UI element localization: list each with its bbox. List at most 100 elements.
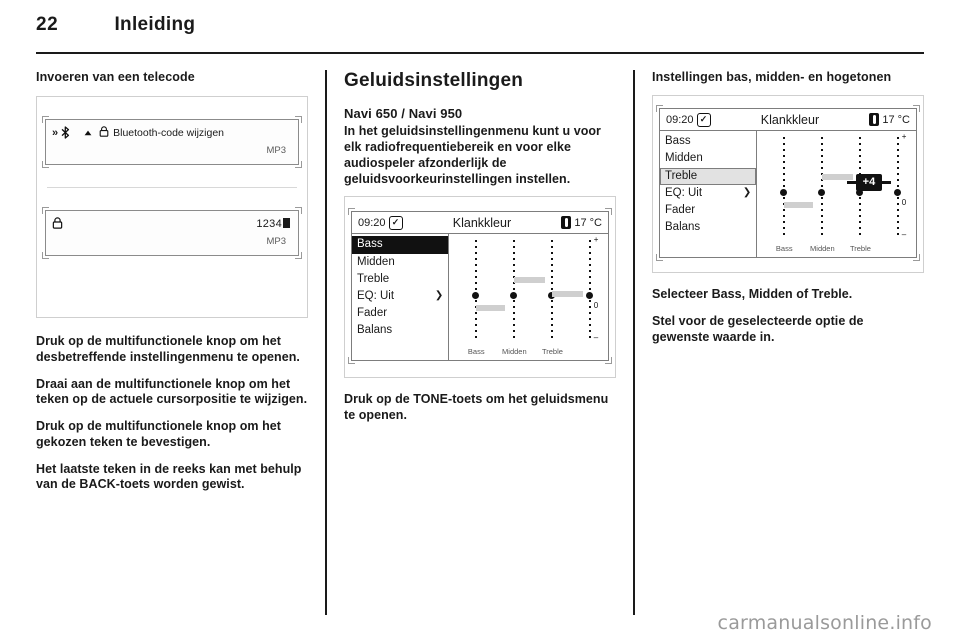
- column-divider-1: [325, 70, 327, 615]
- right-paragraph-2: Stel voor de geselecteerde optie de gewe…: [652, 314, 864, 344]
- slider-knob-scale: [894, 189, 902, 197]
- figure-inner-divider: [47, 187, 297, 188]
- frame-corner-tr: [913, 105, 920, 113]
- left-heading: Invoeren van een telecode: [36, 70, 195, 84]
- left-paragraph-1: Druk op de multifunctionele knop om het …: [36, 334, 300, 364]
- thermometer-icon: [869, 113, 880, 127]
- screen-body: Bass Midden Treble EQ: Uit ❯ Fader Balans: [352, 234, 608, 361]
- equalizer-graph: + 0 – Bass Midden Treble: [449, 234, 608, 360]
- scale-plus-label: +: [593, 235, 599, 245]
- screen-body: Bass Midden Treble EQ: Uit ❯ Fader Balans: [660, 131, 916, 258]
- chevron-right-icon: ❯: [742, 186, 752, 198]
- menu-item-midden[interactable]: Midden: [357, 255, 395, 268]
- slider-dots-scale: [896, 137, 899, 238]
- source-label-bottom: MP3: [266, 236, 286, 247]
- scale-zero-label: 0: [593, 300, 599, 310]
- settings-menu-list: Bass Midden Treble EQ: Uit ❯ Fader Balans: [352, 234, 450, 361]
- slider-bar-bass: [476, 304, 505, 311]
- bluetooth-code-label: Bluetooth-code wijzigen: [113, 127, 225, 139]
- slider-track-bass[interactable]: [780, 137, 788, 238]
- column-divider-2: [633, 70, 635, 615]
- pin-code-value: 1234: [256, 218, 290, 230]
- pin-code-digits: 1234: [256, 218, 282, 230]
- text-cursor: [283, 218, 290, 228]
- clock-icon: ✓: [696, 112, 711, 127]
- screen-title: Klankkleur: [760, 112, 820, 127]
- scale-minus-label: –: [901, 230, 907, 240]
- frame-corner-tr: [605, 208, 612, 216]
- slider-track-midden[interactable]: [510, 240, 518, 341]
- frame-corner-tr: [295, 116, 302, 123]
- axis-label-treble: Treble: [541, 347, 563, 357]
- menu-item-bass[interactable]: Bass: [352, 236, 449, 254]
- menu-item-eq-label: EQ: Uit: [357, 289, 395, 302]
- frame-corner-bl: [656, 254, 663, 262]
- temperature-value: 17 °C: [882, 113, 910, 126]
- arrow-up-icon: [84, 129, 92, 138]
- menu-item-fader[interactable]: Fader: [357, 307, 388, 320]
- source-label-top: MP3: [266, 145, 286, 156]
- lcd-strip-bluetooth-code: »: [42, 116, 302, 168]
- lock-icon: [52, 216, 63, 232]
- slider-dots-midden: [512, 240, 515, 341]
- menu-item-fader[interactable]: Fader: [665, 203, 696, 216]
- menu-item-midden[interactable]: Midden: [665, 152, 703, 165]
- axis-label-bass: Bass: [775, 244, 793, 254]
- treble-value-badge: +4: [846, 173, 891, 191]
- frame-corner-br: [295, 161, 302, 168]
- slider-scale-track: [894, 137, 902, 238]
- middle-heading: Geluidsinstellingen: [344, 70, 524, 91]
- slider-knob-midden[interactable]: [510, 292, 518, 300]
- frame-corner-tl: [348, 208, 355, 216]
- chapter-title: Inleiding: [114, 14, 196, 35]
- frame-corner-br: [295, 252, 302, 259]
- menu-item-balans[interactable]: Balans: [665, 221, 701, 234]
- frame-corner-br: [605, 357, 612, 365]
- slider-knob-treble[interactable]: [856, 189, 864, 197]
- menu-item-bass[interactable]: Bass: [665, 135, 691, 148]
- slider-bar-midden: [822, 174, 853, 181]
- menu-item-treble[interactable]: Treble: [660, 167, 757, 185]
- temperature-area: 17 °C: [869, 113, 910, 127]
- middle-intro-paragraph: In het geluidsinstellingenmenu kunt u vo…: [344, 124, 601, 186]
- menu-item-balans[interactable]: Balans: [357, 324, 393, 337]
- bluetooth-icon: [61, 125, 70, 141]
- slider-knob-bass[interactable]: [472, 292, 480, 300]
- site-watermark: carmanualsonline.info: [717, 612, 932, 634]
- frame-corner-tl: [42, 116, 49, 123]
- menu-item-eq-label: EQ: Uit: [665, 186, 703, 199]
- equalizer-graph: +4 + 0 – Bass Midden Treble: [757, 131, 916, 257]
- menu-item-eq[interactable]: EQ: Uit ❯: [660, 185, 756, 202]
- slider-knob-treble[interactable]: [548, 292, 556, 300]
- frame-corner-bl: [348, 357, 355, 365]
- page-header: 22 Inleiding: [36, 14, 924, 54]
- middle-subheading: Navi 650 / Navi 950: [344, 105, 463, 121]
- slider-knob-scale: [586, 292, 594, 300]
- scale-minus-label: –: [593, 333, 599, 343]
- left-paragraph-2: Draai aan de multifunctionele knop om he…: [36, 376, 308, 407]
- lock-icon: [99, 126, 109, 140]
- column-middle: Geluidsinstellingen Navi 650 / Navi 950 …: [344, 70, 616, 615]
- klankkleur-figure-bass: 09:20 ✓ Klankkleur 17 °C Bass Midden Tre…: [344, 196, 616, 379]
- menu-item-treble[interactable]: Treble: [357, 272, 390, 285]
- thermometer-icon: [561, 216, 572, 230]
- slider-scale-track: [586, 240, 594, 341]
- frame-corner-bl: [42, 161, 49, 168]
- scale-zero-label: 0: [901, 197, 907, 207]
- temperature-value: 17 °C: [574, 216, 602, 229]
- slider-dots-bass: [474, 240, 477, 341]
- scale-plus-label: +: [901, 132, 907, 142]
- axis-label-midden: Midden: [502, 347, 527, 357]
- frame-corner-tr: [295, 207, 302, 214]
- slider-knob-midden[interactable]: [818, 189, 826, 197]
- slider-track-treble[interactable]: [548, 240, 556, 341]
- slider-track-midden[interactable]: [818, 137, 826, 238]
- clock-icon: ✓: [388, 215, 403, 230]
- menu-item-eq[interactable]: EQ: Uit ❯: [352, 288, 448, 305]
- left-paragraph-4: Het laatste teken in de reeks kan met be…: [36, 461, 302, 492]
- slider-track-bass[interactable]: [472, 240, 480, 341]
- slider-knob-bass[interactable]: [780, 189, 788, 197]
- lcd-strip-pin-entry: 1234 MP3: [42, 207, 302, 259]
- axis-label-bass: Bass: [467, 347, 485, 357]
- frame-corner-br: [913, 254, 920, 262]
